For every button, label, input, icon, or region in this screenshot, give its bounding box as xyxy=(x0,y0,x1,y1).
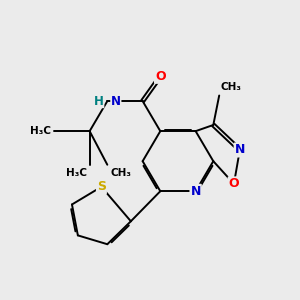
Text: O: O xyxy=(229,177,239,190)
Text: S: S xyxy=(97,180,106,193)
Text: O: O xyxy=(155,70,166,83)
Text: H₃C: H₃C xyxy=(30,126,51,136)
Text: CH₃: CH₃ xyxy=(221,82,242,92)
Text: CH₃: CH₃ xyxy=(110,168,131,178)
Text: N: N xyxy=(235,143,245,157)
Text: N: N xyxy=(190,185,201,198)
Text: N: N xyxy=(111,94,121,108)
Text: H₃C: H₃C xyxy=(66,168,87,178)
Text: H: H xyxy=(94,94,104,108)
